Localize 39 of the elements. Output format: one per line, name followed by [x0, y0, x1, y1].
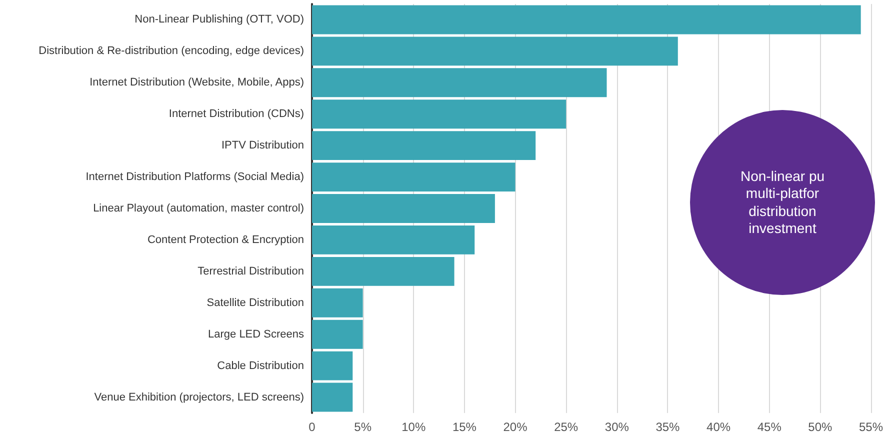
- y-tick-label: Distribution & Re-distribution (encoding, edge devices): [38, 45, 304, 58]
- bar: [312, 256, 454, 286]
- x-tick-label: 50%: [808, 420, 833, 434]
- bar: [312, 36, 678, 66]
- x-tick-label: 30%: [604, 420, 630, 434]
- bar: [312, 225, 475, 254]
- bar: [312, 351, 353, 380]
- y-tick-label: Internet Distribution (CDNs): [168, 108, 304, 120]
- y-tick-label: Content Protection & Encryption: [147, 234, 304, 246]
- bar: [312, 320, 363, 349]
- bar: [312, 194, 495, 223]
- y-tick-label: IPTV Distribution: [221, 140, 304, 152]
- y-tick-label: Linear Playout (automation, master control): [93, 202, 304, 214]
- bar: [312, 288, 363, 318]
- x-tick-label: 20%: [503, 420, 528, 434]
- bar: [312, 100, 566, 129]
- x-tick-label: 0: [308, 420, 316, 434]
- circle-badge: Non-linear pu multi-platfor distribution investment: [690, 110, 875, 295]
- x-tick-label: 15%: [452, 420, 477, 434]
- bar: [312, 162, 516, 192]
- x-tick-label: 10%: [402, 420, 426, 434]
- bar: [312, 68, 607, 98]
- y-tick-label: Satellite Distribution: [206, 296, 304, 309]
- x-tick-label: 35%: [656, 420, 680, 434]
- bar: [312, 5, 861, 34]
- y-tick-label: Internet Distribution Platforms (Social Media): [86, 171, 304, 184]
- y-tick-label: Terrestrial Distribution: [198, 265, 304, 278]
- x-tick-label: 5%: [354, 420, 372, 434]
- y-tick-label: Cable Distribution: [217, 360, 304, 372]
- x-tick-label: 25%: [554, 420, 578, 434]
- bar: [312, 131, 536, 160]
- y-tick-label: Large LED Screens: [208, 328, 304, 340]
- x-tick-label: 55%: [858, 420, 884, 434]
- bar: [312, 382, 353, 412]
- y-tick-label: Internet Distribution (Website, Mobile, Apps): [90, 76, 304, 89]
- x-tick-label: 45%: [757, 420, 782, 434]
- y-tick-label: Venue Exhibition (projectors, LED screens): [94, 391, 304, 404]
- y-tick-label: Non-Linear Publishing (OTT, VOD): [134, 14, 304, 26]
- x-tick-label: 40%: [706, 420, 731, 434]
